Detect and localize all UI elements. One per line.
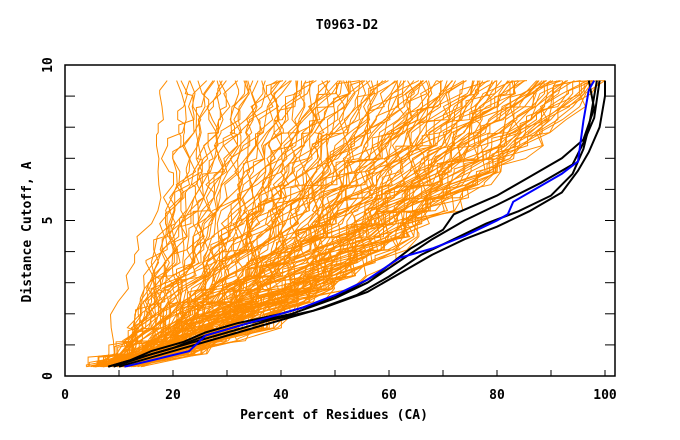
model-black-2-line [107,80,601,368]
orange-series-line [126,80,606,367]
orange-series-line [104,80,328,367]
orange-series-line [103,80,266,368]
orange-series-line [112,80,214,368]
model-blue-line [124,80,596,368]
orange-series-line [95,80,227,368]
y-tick-label: 0 [41,372,56,380]
x-axis-label: Percent of Residues (CA) [240,408,428,423]
orange-series-line [95,80,240,368]
orange-series-line [97,80,502,367]
x-tick-label: 100 [593,388,617,403]
orange-series-line [119,80,187,367]
y-tick-label: 5 [41,217,56,225]
x-tick-label: 20 [165,388,181,403]
orange-series-line [98,80,257,367]
orange-series-line [121,80,424,368]
orange-series-line [97,80,287,368]
model-black-4-line [118,80,606,368]
x-tick-label: 40 [273,388,289,403]
x-axis: 0 20 40 60 80 100 [61,370,617,403]
orange-series-line [130,80,467,368]
x-tick-label: 60 [381,388,397,403]
orange-series-line [125,80,514,368]
orange-series-line [118,80,298,368]
x-tick-label: 80 [489,388,505,403]
orange-series-line [134,80,350,367]
orange-series-group [85,80,606,368]
chart-title: T0963-D2 [316,18,379,33]
blue-series-group [124,80,596,368]
orange-series-line [103,80,540,368]
orange-series-line [95,80,168,368]
x-tick-label: 0 [61,388,69,403]
y-axis: 0 5 10 [41,57,615,380]
y-tick-label: 10 [41,57,56,73]
orange-series-line [127,80,314,368]
orange-series-line [118,80,594,368]
orange-series-line [90,80,375,368]
orange-series-line [100,80,292,368]
orange-series-line [94,80,361,368]
orange-series-line [103,80,208,368]
orange-series-line [108,80,299,368]
orange-series-line [108,80,510,368]
orange-series-line [96,80,341,367]
orange-series-line [108,80,291,368]
orange-series-line [121,80,216,368]
y-axis-label: Distance Cutoff, A [20,161,35,302]
orange-series-line [123,80,350,368]
orange-series-line [87,80,356,367]
orange-series-line [94,80,376,368]
